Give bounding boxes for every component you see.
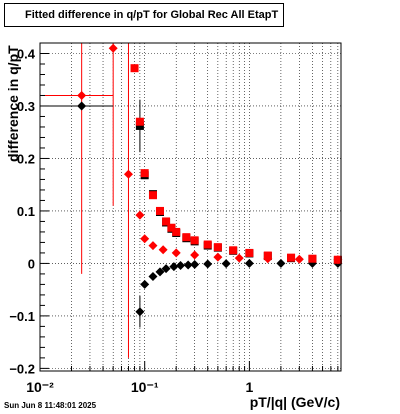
axes: 10⁻² 10⁻¹ 1 −0.2 −0.1 0 0.1 0.2 0.3 0.4 (9, 42, 342, 395)
data-point (213, 252, 223, 262)
data-point (161, 264, 171, 274)
y-tick-label: 0 (28, 256, 35, 271)
y-tick-label: 0.4 (17, 46, 36, 61)
x-tick-label: 1 (245, 379, 253, 395)
x-tick-label: 10⁻¹ (131, 379, 159, 395)
data-point (213, 243, 222, 252)
data-point (190, 236, 199, 245)
data-point (123, 169, 133, 179)
data-point (135, 117, 144, 126)
error-bars (40, 43, 142, 358)
data-markers (77, 43, 343, 317)
error-bar (125, 43, 132, 358)
data-point (171, 248, 181, 258)
data-point (108, 43, 118, 53)
data-point (77, 101, 87, 111)
data-point (190, 259, 200, 269)
data-point (135, 121, 144, 130)
data-point (148, 241, 158, 251)
data-point (169, 262, 179, 272)
data-point (308, 254, 317, 263)
y-tick-label: 0.3 (17, 99, 35, 114)
data-point (333, 255, 342, 264)
data-point (77, 90, 87, 100)
data-point (276, 258, 286, 268)
data-point (155, 206, 164, 215)
chart-title: Fitted difference in q/pT for Global Rec… (4, 3, 284, 27)
data-point (203, 240, 212, 249)
data-point (183, 260, 193, 270)
data-point (162, 217, 171, 226)
series-3 (130, 64, 342, 264)
data-point (148, 272, 158, 282)
x-axis-label: pT/|q| (GeV/c) (249, 394, 340, 410)
data-point (245, 248, 254, 257)
data-point (190, 250, 200, 260)
y-tick-label: 0.2 (17, 151, 35, 166)
data-point (155, 267, 165, 277)
data-point (167, 223, 176, 232)
series-2 (77, 43, 343, 265)
data-point (203, 259, 213, 269)
data-point (229, 246, 238, 255)
timestamp: Sun Jun 8 11:48:01 2025 (4, 401, 97, 410)
x-tick-label: 10⁻² (26, 379, 54, 395)
data-point (158, 245, 168, 255)
data-point (176, 261, 186, 271)
data-point (234, 253, 244, 263)
series-1 (135, 121, 342, 265)
data-point (130, 64, 139, 73)
data-point (244, 258, 254, 268)
data-point (182, 233, 191, 242)
data-point (294, 254, 304, 264)
data-point (140, 234, 150, 244)
error-bar (110, 43, 116, 206)
data-point (148, 191, 157, 200)
y-tick-label: −0.2 (9, 361, 35, 376)
plot-frame (39, 42, 342, 372)
data-point (135, 210, 145, 220)
data-point (140, 279, 150, 289)
y-tick-label: 0.1 (17, 204, 35, 219)
data-point (172, 227, 181, 236)
grid (39, 43, 341, 371)
data-point (135, 307, 145, 317)
error-bar (40, 43, 114, 274)
data-point (221, 259, 231, 269)
data-point (263, 251, 272, 260)
y-tick-label: −0.1 (9, 309, 35, 324)
series-0 (77, 101, 343, 317)
data-point (140, 169, 149, 178)
data-point (287, 253, 296, 262)
